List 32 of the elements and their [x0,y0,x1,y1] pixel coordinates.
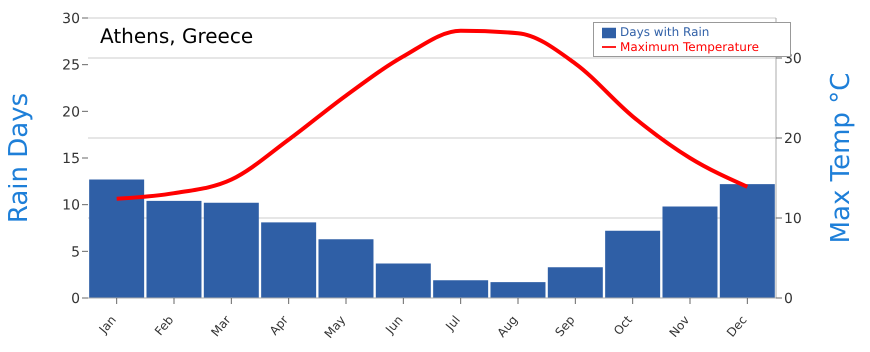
y-tick-label: 0 [71,290,80,307]
bar [720,184,775,298]
y-tick-label: 15 [62,150,80,167]
bar [490,282,546,298]
bar [376,263,431,298]
x-tick-label: Sep [552,312,578,340]
bar [433,280,488,298]
legend-label: Days with Rain [620,25,710,39]
bar [146,200,202,298]
x-tick-label: Jan [96,312,119,337]
y-tick-label: 30 [62,10,80,27]
y-tick-label: 5 [71,244,80,260]
y-tick-label: 25 [62,58,80,74]
bar [548,267,603,298]
bar [204,202,259,298]
bar [662,206,718,298]
y-tick-label: 20 [62,104,80,120]
x-tick-label: Jul [442,312,463,334]
bar [89,179,144,298]
y2-axis-title: Max Temp °C [826,72,856,244]
y-tick-label: 10 [62,198,80,214]
x-tick-label: Jun [382,312,406,338]
y2-tick-label: 20 [784,130,802,147]
bar [605,230,660,298]
legend-label: Maximum Temperature [620,40,759,54]
bar [318,239,374,298]
bar [261,222,316,298]
x-tick-label: Feb [152,312,176,338]
y2-tick-label: 10 [784,210,802,227]
y2-tick-label: 0 [784,290,793,307]
chart-title: Athens, Greece [100,24,254,48]
x-tick-label: Oct [610,312,636,338]
